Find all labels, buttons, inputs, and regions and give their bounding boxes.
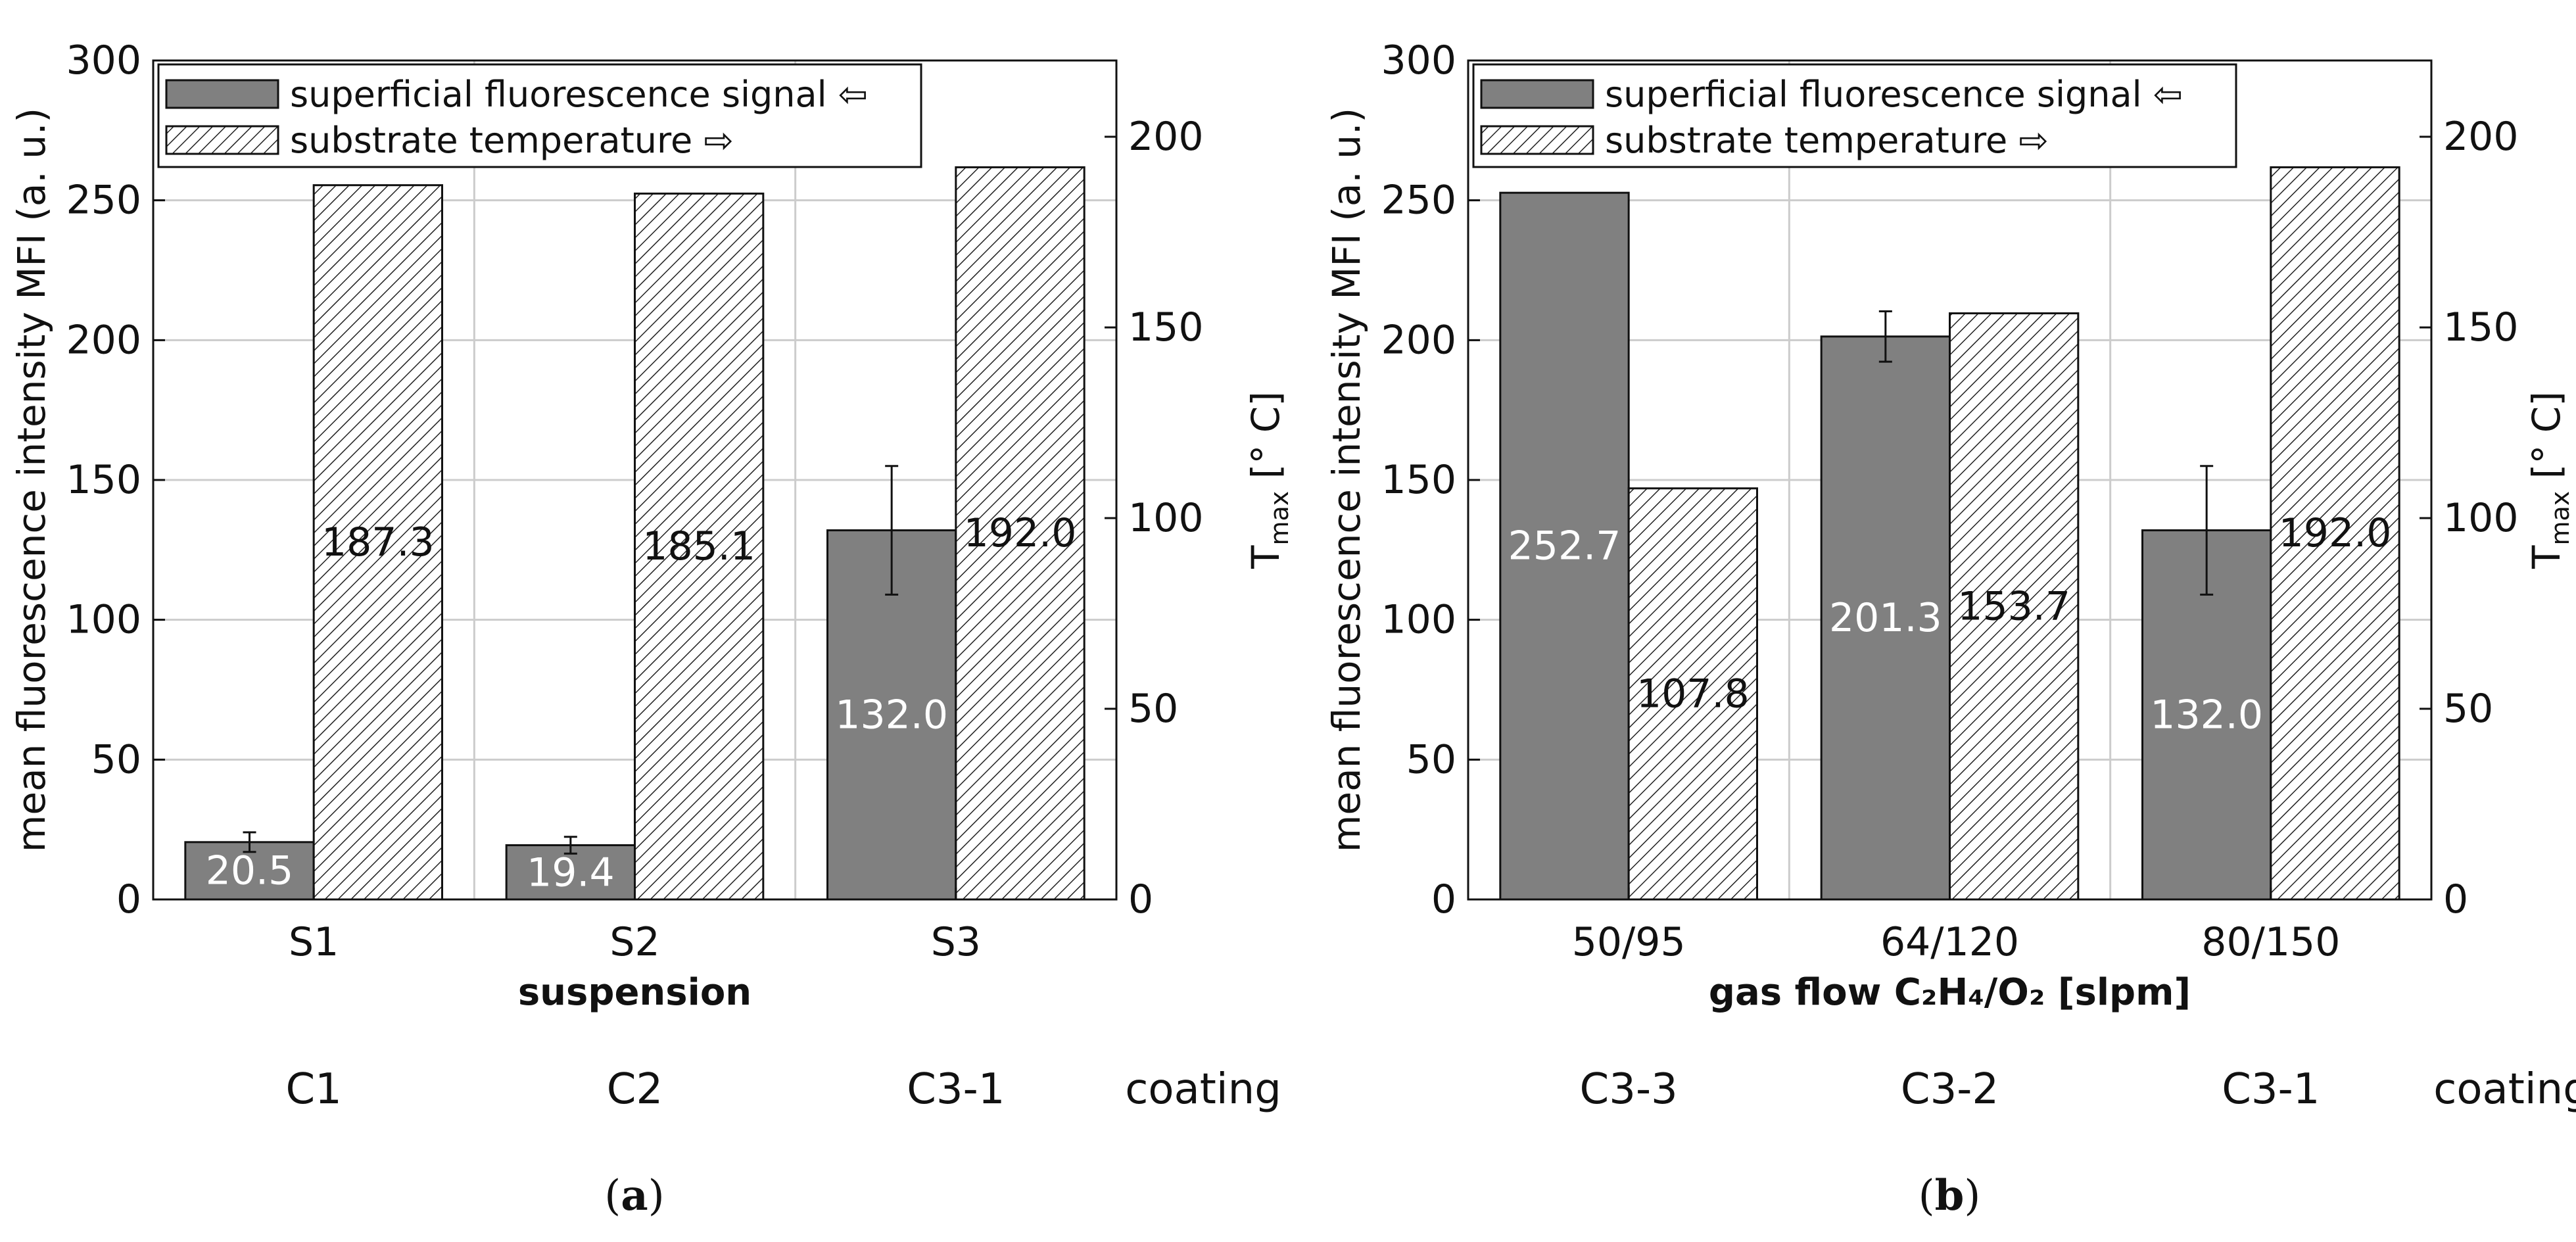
- coating-label: C3-2: [1901, 1065, 1999, 1114]
- y-axis-title: mean fluorescence intensity MFI (a. u.): [1324, 108, 1369, 852]
- data-label-temperature: 192.0: [2279, 510, 2392, 556]
- y2-tick-label: 0: [1128, 876, 1153, 922]
- data-label-fluorescence: 132.0: [2150, 692, 2263, 738]
- bar-temperature: [634, 192, 765, 901]
- y-tick-label: 50: [1406, 736, 1456, 782]
- y-tick-label: 0: [1431, 876, 1456, 922]
- panel-caption: (b): [1919, 1171, 1981, 1220]
- y2-tick-label: 50: [1128, 686, 1178, 732]
- legend: superficial fluorescence signal ⇦ substr…: [1472, 63, 2237, 168]
- y-tick-label: 0: [116, 876, 141, 922]
- axis-ticks: 0 50 100 150 200 250 300 0 50 100 150 200: [1381, 37, 2518, 922]
- data-label-fluorescence: 132.0: [835, 692, 948, 738]
- coating-label: C2: [607, 1065, 663, 1114]
- panel-caption: (a): [604, 1171, 664, 1220]
- legend-label-fluorescence: superficial fluorescence signal ⇦: [1605, 74, 2183, 115]
- y-tick-label: 250: [1381, 178, 1456, 224]
- y2-tick-label: 0: [2443, 876, 2468, 922]
- y2-title-unit: [° C]: [1243, 391, 1288, 491]
- legend-swatch-fluorescence: [165, 79, 279, 109]
- data-label-fluorescence: 201.3: [1829, 595, 1942, 641]
- y2-title-sub: max: [2546, 491, 2575, 546]
- legend-swatch-fluorescence: [1480, 79, 1594, 109]
- bar-fluorescence: [1499, 191, 1630, 901]
- bar-temperature: [2270, 166, 2400, 901]
- bars: 252.7 107.8 50/95 201.3 153.7 64/120 132.0 192.…: [1499, 166, 2400, 965]
- y2-title-unit: [° C]: [2524, 391, 2569, 491]
- y2-title-main: T: [1243, 545, 1288, 569]
- caption-letter: b: [1935, 1171, 1965, 1220]
- x-tick-label: S1: [289, 919, 339, 965]
- legend-label-temperature: substrate temperature ⇨: [1605, 120, 2049, 161]
- y2-tick-label: 200: [2443, 114, 2519, 160]
- x-axis-title: suspension: [518, 971, 751, 1014]
- x-tick-label: 64/120: [1880, 919, 2019, 965]
- caption-close: ): [648, 1172, 665, 1220]
- coating-labels: C1 C2 C3-1: [285, 1065, 1005, 1114]
- y-tick-label: 250: [66, 178, 141, 224]
- y-tick-label: 100: [66, 597, 141, 643]
- coating-title: coating: [2433, 1065, 2576, 1114]
- bar-fluorescence: [1820, 335, 1951, 901]
- y2-axis-title: Tmax [° C]: [2524, 391, 2575, 569]
- y-tick-label: 300: [1381, 37, 1456, 84]
- coating-label: C3-1: [2222, 1065, 2320, 1114]
- x-tick-label: S3: [931, 919, 981, 965]
- y-tick-label: 200: [66, 317, 141, 363]
- y2-tick-label: 50: [2443, 686, 2493, 732]
- y2-tick-label: 150: [2443, 304, 2519, 350]
- legend: superficial fluorescence signal ⇦ substr…: [157, 63, 922, 168]
- legend-label-temperature: substrate temperature ⇨: [290, 120, 734, 161]
- y-tick-label: 100: [1381, 597, 1456, 643]
- bar-temperature: [1949, 312, 2080, 901]
- bar-temperature: [1627, 487, 1759, 901]
- legend-label-fluorescence: superficial fluorescence signal ⇦: [290, 74, 868, 115]
- caption-open: (: [604, 1172, 621, 1220]
- bars: 20.5 187.3 S1 19.4 185.1 S2 132.0 192.0 S3: [184, 166, 1085, 965]
- coating-labels: C3-3 C3-2 C3-1: [1580, 1065, 2320, 1114]
- data-label-fluorescence: 19.4: [527, 849, 615, 896]
- y2-axis-title: Tmax [° C]: [1243, 391, 1294, 569]
- y2-tick-label: 100: [2443, 495, 2519, 541]
- y2-tick-label: 150: [1128, 304, 1204, 350]
- legend-swatch-temperature: [1480, 125, 1594, 155]
- data-label-temperature: 185.1: [642, 523, 755, 569]
- y-tick-label: 200: [1381, 317, 1456, 363]
- y2-tick-label: 100: [1128, 495, 1204, 541]
- panel-a: 20.5 187.3 S1 19.4 185.1 S2 132.0 192.0 S3 0 50 10…: [9, 37, 1294, 1220]
- coating-title: coating: [1125, 1065, 1281, 1114]
- coating-label: C1: [285, 1065, 341, 1114]
- axis-ticks: 0 50 100 150 200 250 300 0 50 100 150 200: [66, 37, 1203, 922]
- x-tick-label: 50/95: [1572, 919, 1686, 965]
- data-label-temperature: 107.8: [1636, 671, 1750, 717]
- y-tick-label: 50: [91, 736, 141, 782]
- x-tick-label: 80/150: [2201, 919, 2340, 965]
- x-axis-title: gas flow C₂H₄/O₂ [slpm]: [1709, 971, 2191, 1014]
- y2-tick-label: 200: [1128, 114, 1204, 160]
- legend-swatch-temperature: [165, 125, 279, 155]
- caption-close: ): [1964, 1172, 1980, 1220]
- data-label-temperature: 187.3: [322, 519, 435, 565]
- y-tick-label: 150: [66, 457, 141, 503]
- y2-title-sub: max: [1265, 491, 1294, 546]
- y2-title-main: T: [2524, 545, 2569, 569]
- panel-b: 252.7 107.8 50/95 201.3 153.7 64/120 132.0 192.…: [1324, 37, 2576, 1220]
- data-label-fluorescence: 252.7: [1508, 523, 1621, 569]
- y-axis-title: mean fluorescence intensity MFI (a. u.): [9, 108, 54, 852]
- caption-letter: a: [621, 1171, 648, 1220]
- x-tick-label: S2: [609, 919, 659, 965]
- legend-box: [1472, 63, 2237, 168]
- y-tick-label: 300: [66, 37, 141, 84]
- data-label-temperature: 192.0: [964, 510, 1077, 556]
- bar-temperature: [312, 184, 443, 901]
- y-tick-label: 150: [1381, 457, 1456, 503]
- legend-box: [157, 63, 922, 168]
- caption-open: (: [1919, 1172, 1935, 1220]
- coating-label: C3-1: [907, 1065, 1005, 1114]
- data-label-temperature: 153.7: [1957, 583, 2070, 629]
- coating-label: C3-3: [1580, 1065, 1678, 1114]
- data-label-fluorescence: 20.5: [206, 848, 294, 894]
